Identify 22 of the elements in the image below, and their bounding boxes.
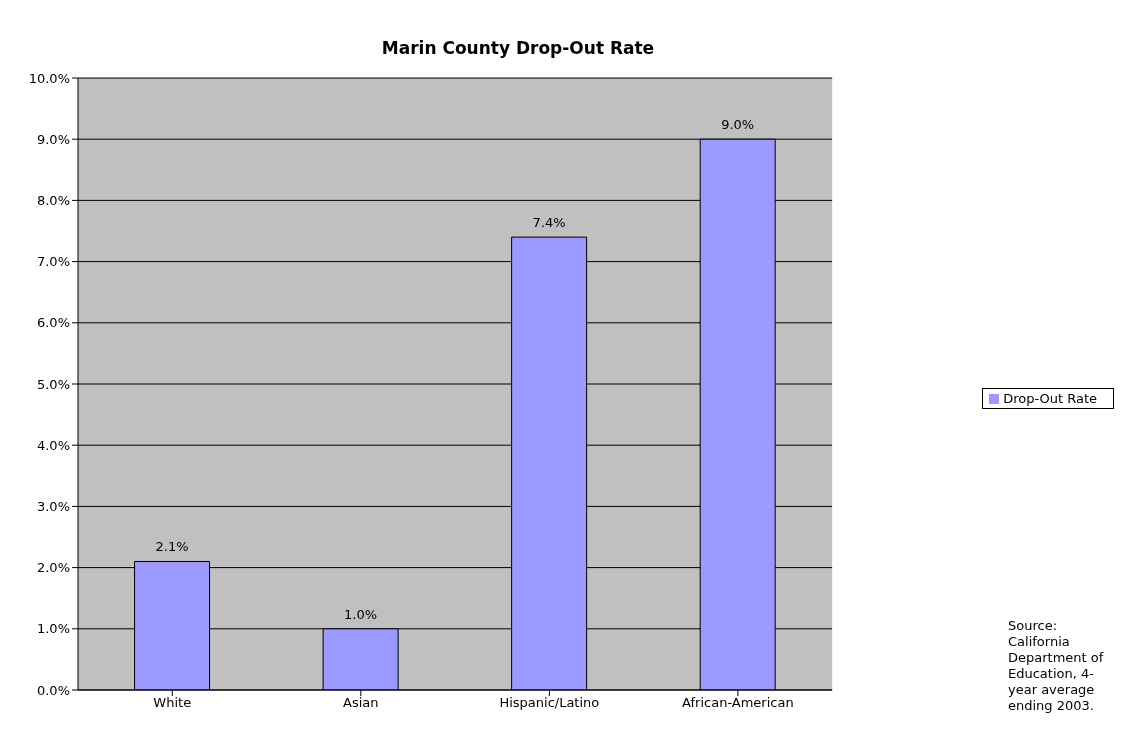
y-tick-label: 6.0%	[36, 315, 70, 331]
x-tick-label: Asian	[343, 695, 379, 711]
y-tick-label: 1.0%	[36, 621, 70, 637]
legend-label: Drop-Out Rate	[1003, 390, 1097, 406]
y-tick-label: 4.0%	[36, 437, 70, 453]
data-label: 7.4%	[532, 215, 566, 231]
chart-title: Marin County Drop-Out Rate	[380, 37, 656, 60]
y-tick-label: 9.0%	[36, 131, 70, 147]
y-tick-label: 10.0%	[28, 70, 70, 86]
data-label: 2.1%	[155, 539, 189, 555]
y-tick-label: 0.0%	[36, 682, 70, 698]
y-tick-label: 8.0%	[36, 193, 70, 209]
x-tick-label: Hispanic/Latino	[499, 695, 600, 711]
y-tick-label: 3.0%	[36, 499, 70, 515]
data-label: 9.0%	[721, 117, 755, 133]
y-tick-label: 5.0%	[36, 376, 70, 392]
data-label: 1.0%	[344, 606, 378, 622]
x-tick-label: African-American	[682, 695, 794, 711]
x-tick-label: White	[153, 695, 192, 711]
source-note: Source: California Department of Education, 4-year average ending 2003.	[1008, 618, 1105, 714]
y-tick-label: 7.0%	[36, 254, 70, 270]
y-tick-label: 2.0%	[36, 560, 70, 576]
